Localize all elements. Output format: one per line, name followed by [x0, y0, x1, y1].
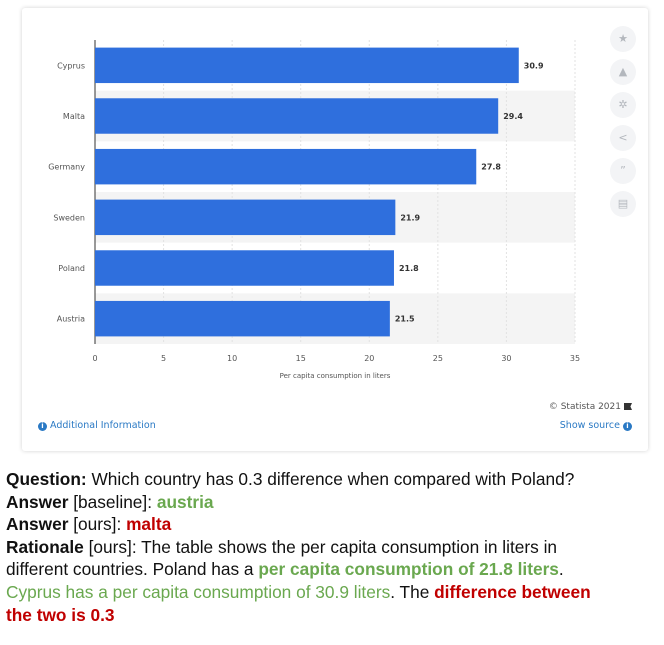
category-label: Sweden [53, 213, 85, 222]
x-tick-label: 25 [433, 354, 443, 363]
category-label: Poland [58, 264, 85, 273]
x-tick-label: 15 [296, 354, 306, 363]
value-label: 30.9 [524, 61, 544, 70]
flag-icon [624, 403, 632, 410]
question-text: Which country has 0.3 difference when co… [86, 469, 575, 489]
star-icon[interactable]: ★ [610, 26, 636, 52]
additional-information-link[interactable]: i Additional Information [38, 420, 156, 431]
baseline-tag: [baseline]: [68, 491, 157, 512]
rationale-line-3: Cyprus has a per capita consumption of 3… [6, 581, 662, 604]
additional-information-label: Additional Information [50, 420, 156, 431]
gear-icon[interactable]: ✲ [610, 92, 636, 118]
show-source-label: Show source [559, 420, 620, 431]
rationale-text-2c: . [558, 559, 564, 580]
bar [95, 199, 396, 236]
bar [95, 47, 519, 84]
rationale-text-3b: . The [390, 581, 435, 602]
chart-card: Cyprus 30.9 Malta 29.4 Germany 27.8 Sweden 21.9… [22, 8, 648, 451]
rationale-text-1: The table shows the per capita consumpti… [141, 536, 558, 557]
statista-credit: © Statista 2021 [549, 402, 632, 412]
question-label: Question: [6, 469, 87, 489]
rationale-line-1: Rationale [ours]: The table shows the pe… [6, 536, 662, 559]
bar [95, 148, 477, 185]
rationale-line-2: different countries. Poland has a per ca… [6, 558, 662, 581]
info-icon: i [623, 422, 632, 431]
print-icon[interactable]: ▤ [610, 191, 636, 217]
value-label: 21.5 [395, 315, 415, 324]
category-label: Austria [57, 315, 85, 324]
bar [95, 98, 499, 134]
baseline-answer: austria [156, 491, 214, 512]
category-label: Germany [48, 163, 85, 172]
x-tick-label: 0 [92, 354, 97, 363]
rationale-line-4: the two is 0.3 [6, 604, 662, 627]
rationale-tag: [ours]: [83, 536, 142, 557]
answer-label: Answer [6, 514, 69, 535]
value-label: 21.9 [400, 213, 420, 222]
x-tick-label: 20 [364, 354, 374, 363]
answer-label: Answer [6, 491, 69, 512]
bar [95, 300, 390, 337]
rationale-highlight-difference: difference between [434, 581, 591, 602]
rationale-highlight-poland: per capita consumption of 21.8 liters [258, 559, 559, 580]
category-label: Cyprus [57, 61, 85, 70]
value-label: 27.8 [481, 163, 501, 172]
x-tick-label: 10 [227, 354, 237, 363]
bar [95, 250, 394, 286]
ours-tag: [ours]: [68, 514, 127, 535]
share-icon[interactable]: < [610, 125, 636, 151]
bar-chart: Cyprus 30.9 Malta 29.4 Germany 27.8 Sweden 21.9… [48, 40, 580, 380]
x-tick-label: 35 [570, 354, 580, 363]
qa-block: Question: Which country has 0.3 differen… [6, 468, 662, 626]
show-source-link[interactable]: Show source i [560, 420, 632, 431]
rationale-highlight-difference-end: the two is 0.3 [6, 604, 115, 625]
ours-answer-line: Answer [ours]: malta [6, 513, 662, 536]
x-tick-label: 5 [161, 354, 166, 363]
side-toolbar: ★ ▲ ✲ < ” ▤ [610, 26, 636, 224]
x-axis-label: Per capita consumption in liters [280, 372, 391, 380]
question-line: Question: Which country has 0.3 differen… [6, 468, 662, 491]
value-label: 29.4 [503, 112, 523, 121]
x-tick-label: 30 [501, 354, 511, 363]
rationale-text-2a: different countries. Poland has a [6, 559, 259, 580]
bell-icon[interactable]: ▲ [610, 59, 636, 85]
value-label: 21.8 [399, 264, 419, 273]
credit-text: © Statista 2021 [548, 402, 621, 412]
category-label: Malta [63, 112, 85, 121]
quote-icon[interactable]: ” [610, 158, 636, 184]
baseline-answer-line: Answer [baseline]: austria [6, 491, 662, 514]
rationale-label: Rationale [6, 536, 84, 557]
ours-answer: malta [126, 514, 172, 535]
info-icon: i [38, 422, 47, 431]
rationale-highlight-cyprus: Cyprus has a per capita consumption of 3… [6, 581, 391, 602]
